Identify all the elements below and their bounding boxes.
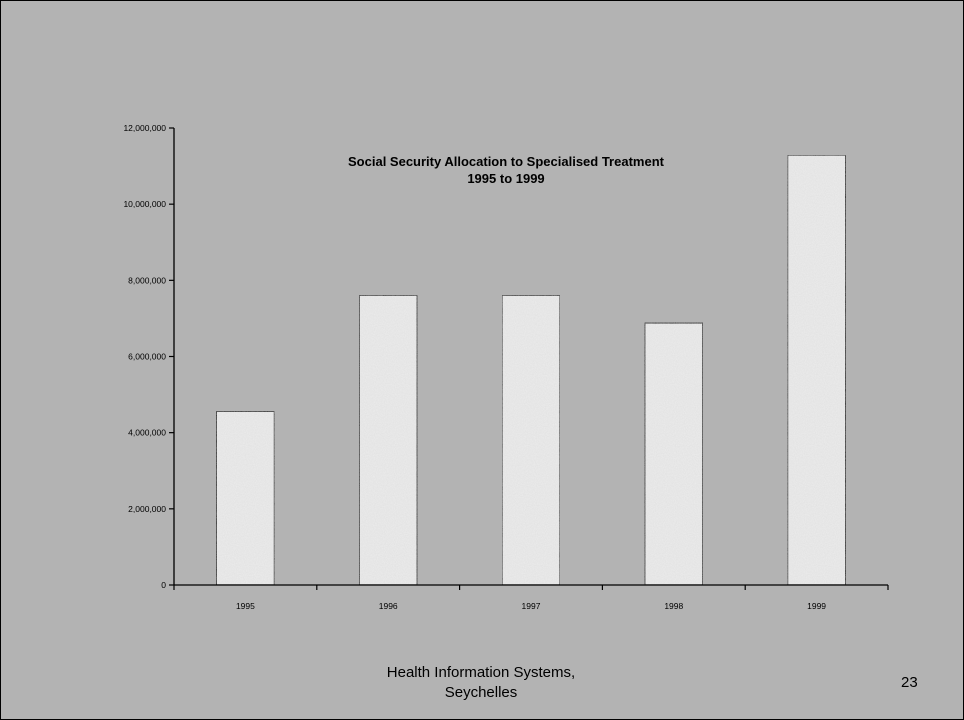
y-tick-label: 0 <box>161 580 166 590</box>
y-tick-label: 4,000,000 <box>128 428 166 438</box>
x-tick-label: 1999 <box>807 601 826 611</box>
bar-1998 <box>644 322 704 586</box>
x-tick-label: 1997 <box>522 601 541 611</box>
footer-line-1: Health Information Systems, <box>386 664 576 681</box>
chart-title: Social Security Allocation to Specialise… <box>348 154 665 169</box>
y-tick-label: 6,000,000 <box>128 352 166 362</box>
y-tick-label: 2,000,000 <box>128 504 166 514</box>
x-tick-label: 1996 <box>379 601 398 611</box>
y-tick-label: 10,000,000 <box>123 199 166 209</box>
bar-1995 <box>215 410 275 586</box>
bar-1997 <box>501 294 561 586</box>
chart-subtitle: 1995 to 1999 <box>467 171 544 186</box>
x-tick-label: 1995 <box>236 601 255 611</box>
x-tick-label: 1998 <box>664 601 683 611</box>
bar-1999 <box>786 154 847 586</box>
y-tick-label: 8,000,000 <box>128 275 166 285</box>
bar-1996 <box>358 294 418 586</box>
page-number: 23 <box>901 674 918 691</box>
y-tick-label: 12,000,000 <box>123 123 166 133</box>
footer: Health Information Systems, Seychelles <box>331 663 631 703</box>
footer-line-2: Seychelles <box>444 684 518 701</box>
